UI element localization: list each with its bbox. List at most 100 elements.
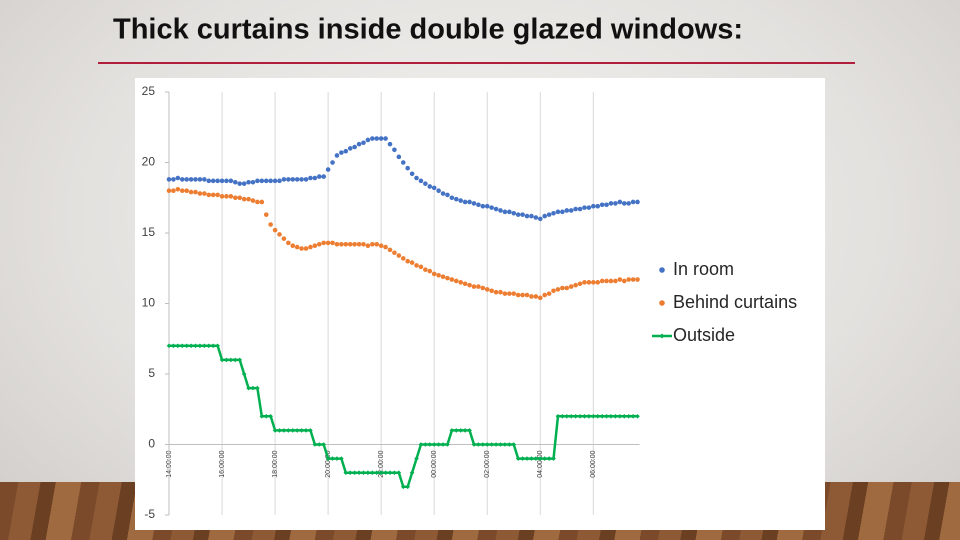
- data-point: [339, 241, 344, 247]
- data-point: [586, 414, 592, 419]
- data-point: [524, 213, 530, 219]
- data-point: [577, 414, 583, 419]
- data-point: [233, 357, 238, 363]
- data-point: [237, 181, 243, 186]
- data-point: [166, 177, 172, 182]
- data-point: [414, 263, 419, 268]
- data-point: [604, 202, 609, 208]
- data-point: [546, 291, 552, 296]
- data-point: [577, 281, 583, 287]
- data-point: [255, 199, 260, 205]
- data-point: [316, 174, 322, 179]
- data-point: [396, 154, 402, 160]
- data-point: [564, 285, 570, 291]
- data-point: [392, 250, 397, 256]
- data-point: [166, 343, 172, 349]
- data-point: [630, 199, 636, 205]
- data-point: [573, 414, 578, 419]
- y-tick-label: -5: [144, 507, 155, 521]
- data-point: [294, 244, 300, 250]
- data-point: [241, 181, 247, 186]
- data-point: [613, 278, 618, 284]
- data-point: [188, 189, 194, 195]
- data-point: [233, 179, 238, 185]
- data-point: [365, 243, 371, 248]
- data-point: [476, 202, 481, 208]
- data-point: [400, 256, 406, 261]
- data-point: [374, 136, 380, 141]
- data-point: [383, 470, 388, 475]
- data-point: [400, 160, 406, 165]
- data-point: [277, 428, 282, 433]
- data-point: [599, 278, 605, 284]
- data-point: [449, 428, 455, 433]
- data-point: [241, 196, 247, 202]
- data-point: [604, 414, 609, 419]
- data-point: [608, 278, 614, 284]
- data-point: [582, 205, 587, 210]
- data-point: [560, 414, 565, 419]
- data-point: [263, 178, 269, 184]
- data-point: [263, 212, 269, 217]
- data-point: [498, 442, 503, 447]
- data-point: [237, 357, 243, 363]
- data-point: [303, 428, 309, 433]
- data-point: [454, 428, 459, 433]
- data-point: [184, 177, 189, 182]
- data-point: [316, 442, 322, 447]
- data-point: [621, 414, 627, 419]
- data-point: [347, 146, 353, 151]
- data-point: [630, 414, 636, 419]
- data-point: [197, 177, 203, 182]
- x-tick-label: 20:00:00: [325, 450, 332, 477]
- data-point: [374, 470, 380, 475]
- data-point: [440, 191, 446, 196]
- data-point: [286, 240, 291, 246]
- data-point: [524, 456, 530, 461]
- data-point: [171, 343, 176, 349]
- data-point: [378, 470, 384, 475]
- data-point: [387, 247, 393, 253]
- data-point: [476, 442, 481, 447]
- data-point: [215, 343, 220, 349]
- data-point: [175, 175, 181, 181]
- data-point: [418, 264, 424, 270]
- data-point: [454, 196, 459, 202]
- data-point: [586, 205, 592, 210]
- data-point: [405, 165, 410, 171]
- data-point: [498, 289, 503, 295]
- data-point: [555, 209, 561, 215]
- data-point: [294, 428, 300, 433]
- x-tick-label: 16:00:00: [219, 450, 226, 477]
- data-point: [573, 282, 578, 288]
- data-point: [308, 244, 313, 250]
- data-point: [241, 371, 247, 377]
- data-point: [484, 203, 490, 209]
- data-point: [308, 428, 313, 433]
- data-point: [343, 148, 349, 154]
- data-point: [427, 268, 433, 274]
- data-point: [175, 186, 181, 192]
- y-tick-label: 5: [148, 366, 155, 380]
- data-point: [431, 442, 437, 447]
- data-point: [613, 414, 618, 419]
- data-point: [277, 178, 282, 184]
- data-point: [392, 147, 397, 153]
- data-point: [436, 273, 441, 278]
- data-point: [361, 470, 366, 475]
- data-point: [591, 203, 596, 209]
- data-point: [281, 236, 287, 241]
- data-point: [370, 136, 375, 141]
- data-point: [272, 227, 278, 233]
- data-point: [489, 205, 494, 210]
- data-point: [436, 442, 441, 447]
- data-point: [206, 343, 212, 349]
- data-point: [210, 178, 216, 184]
- data-point: [542, 213, 547, 219]
- data-point: [259, 178, 265, 184]
- data-point: [476, 284, 481, 289]
- data-point: [511, 442, 517, 447]
- y-tick-label: 20: [142, 155, 156, 169]
- data-point: [352, 470, 357, 475]
- data-point: [582, 414, 587, 419]
